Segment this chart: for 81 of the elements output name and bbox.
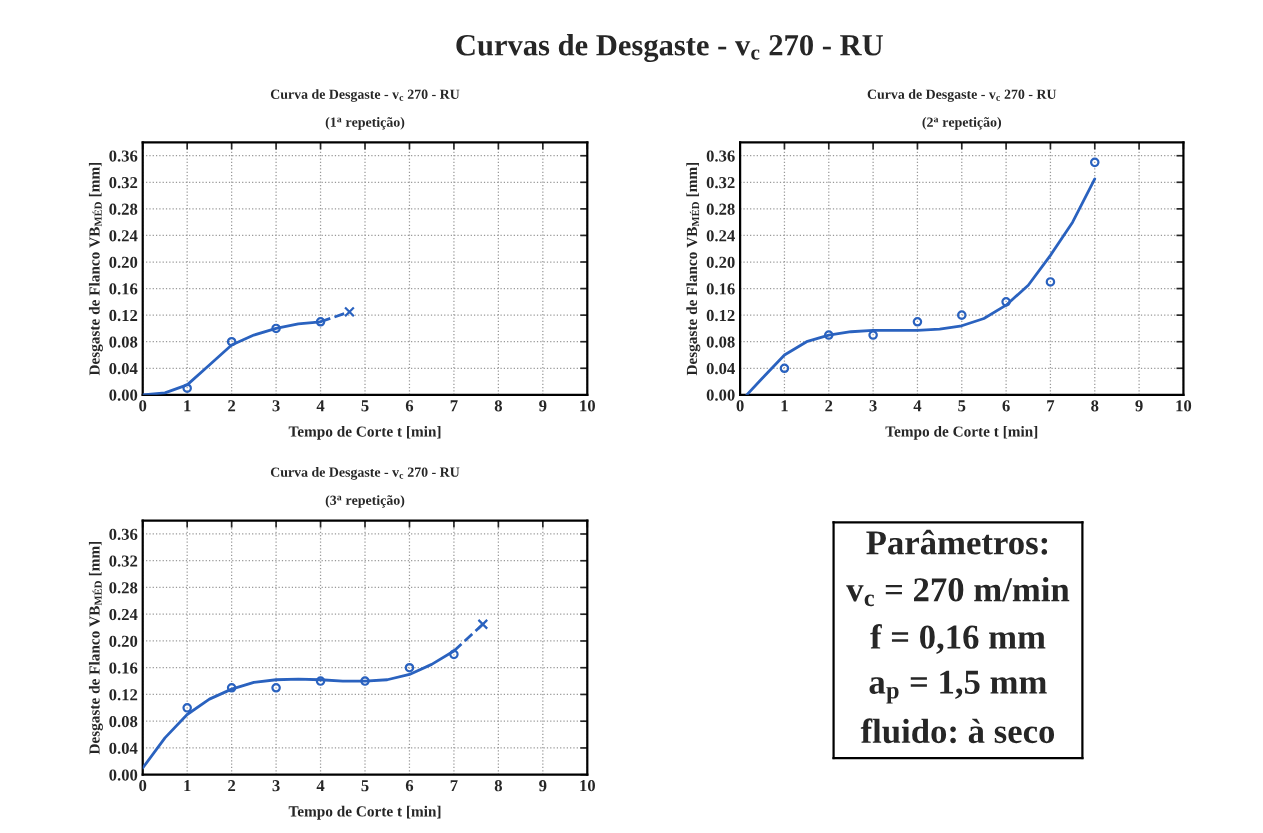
x-tick-label: 9 bbox=[1135, 400, 1143, 412]
y-tick-label: 0.08 bbox=[706, 336, 735, 348]
y-tick-label: 0.28 bbox=[109, 203, 138, 215]
chart-subtitle: (3$^{a}$ repetição) bbox=[325, 495, 405, 508]
x-tick-label: 7 bbox=[450, 400, 458, 412]
y-axis-title: Desgaste de Flanco VB$_{MÉD}$ [mm] bbox=[686, 162, 701, 376]
y-tick-label: 0.12 bbox=[706, 309, 735, 322]
y-tick-label: 0.32 bbox=[109, 176, 138, 189]
x-tick-label: 7 bbox=[450, 780, 458, 792]
y-tick-label: 0.20 bbox=[109, 635, 138, 647]
x-tick-label: 6 bbox=[1002, 400, 1010, 412]
x-tick-label: 3 bbox=[272, 400, 280, 412]
y-tick-label: 0.00 bbox=[706, 389, 735, 401]
x-tick-label: 10 bbox=[1176, 400, 1192, 412]
y-tick-label: 0.20 bbox=[706, 256, 735, 269]
x-tick-label: 0 bbox=[736, 400, 744, 412]
text: Parâmetros: bbox=[866, 529, 1048, 555]
y-tick-label: 0.32 bbox=[109, 555, 138, 567]
x-tick-label: 5 bbox=[361, 780, 369, 792]
x-tick-label: 9 bbox=[539, 780, 547, 792]
y-tick-label: 0.08 bbox=[109, 336, 138, 348]
y-tick-label: 0.24 bbox=[706, 230, 735, 242]
text: f = 0,16 mm bbox=[870, 624, 1046, 654]
y-tick-label: 0.04 bbox=[109, 362, 138, 375]
x-tick-label: 4 bbox=[316, 780, 325, 792]
y-tick-label: 0.16 bbox=[109, 283, 138, 295]
x-tick-label: 9 bbox=[539, 400, 547, 412]
x-tick-label: 3 bbox=[869, 400, 877, 412]
x-tick-label: 6 bbox=[405, 400, 414, 412]
text: fluido: à seco bbox=[860, 718, 1055, 744]
x-tick-label: 0 bbox=[139, 400, 147, 412]
x-tick-label: 2 bbox=[825, 400, 833, 412]
y-tick-label: 0.04 bbox=[109, 742, 138, 754]
chart-title: Curva de Desgaste - v$_{c}$ 270 - RU bbox=[270, 467, 460, 480]
y-tick-label: 0.28 bbox=[706, 203, 735, 215]
y-tick-label: 0.00 bbox=[109, 389, 138, 401]
chart-subtitle: (1$^{a}$ repetição) bbox=[325, 117, 405, 130]
x-tick-label: 8 bbox=[494, 780, 502, 792]
x-tick-label: 0 bbox=[139, 780, 147, 792]
text: v$_{c}$ = 270 m/min bbox=[846, 577, 1070, 607]
chart-title: Curva de Desgaste - v$_{c}$ 270 - RU bbox=[867, 89, 1057, 102]
y-tick-label: 0.12 bbox=[109, 689, 138, 701]
x-tick-label: 10 bbox=[580, 780, 595, 792]
y-tick-label: 0.36 bbox=[706, 150, 735, 162]
y-tick-label: 0.24 bbox=[109, 608, 138, 621]
x-axis-title: Tempo de Corte t [min] bbox=[885, 425, 1038, 440]
y-tick-label: 0.24 bbox=[109, 230, 138, 242]
x-tick-label: 4 bbox=[913, 400, 922, 412]
x-tick-label: 1 bbox=[781, 400, 788, 412]
y-tick-label: 0.16 bbox=[706, 283, 735, 295]
x-tick-label: 7 bbox=[1047, 400, 1055, 412]
chart-subtitle: (2$^{a}$ repetição) bbox=[922, 117, 1002, 130]
x-tick-label: 1 bbox=[184, 780, 191, 792]
y-tick-label: 0.36 bbox=[109, 528, 138, 541]
x-axis-title: Tempo de Corte t [min] bbox=[288, 425, 441, 440]
x-tick-label: 2 bbox=[228, 780, 236, 792]
y-tick-label: 0.36 bbox=[109, 150, 138, 162]
x-tick-label: 1 bbox=[184, 400, 191, 412]
x-tick-label: 6 bbox=[405, 780, 414, 792]
y-tick-label: 0.16 bbox=[109, 662, 138, 674]
x-tick-label: 3 bbox=[272, 780, 280, 792]
chart-title: Curva de Desgaste - v$_{c}$ 270 - RU bbox=[270, 89, 460, 102]
y-tick-label: 0.08 bbox=[109, 715, 138, 728]
y-tick-label: 0.12 bbox=[109, 309, 138, 322]
x-tick-label: 8 bbox=[494, 400, 502, 412]
text: a$_{p}$ = 1,5 mm bbox=[869, 670, 1047, 704]
x-tick-label: 2 bbox=[228, 400, 236, 412]
text: Curvas de Desgaste - v$_{c}$ 270 - RU bbox=[456, 34, 883, 63]
x-tick-label: 5 bbox=[958, 400, 966, 412]
y-tick-label: 0.32 bbox=[706, 176, 735, 189]
y-tick-label: 0.20 bbox=[109, 256, 138, 269]
y-tick-label: 0.28 bbox=[109, 582, 138, 594]
x-tick-label: 4 bbox=[316, 400, 325, 412]
x-tick-label: 10 bbox=[580, 400, 595, 412]
y-tick-label: 0.04 bbox=[706, 362, 735, 375]
x-tick-label: 5 bbox=[361, 400, 369, 412]
y-axis-title: Desgaste de Flanco VB$_{MÉD}$ [mm] bbox=[88, 541, 103, 755]
x-tick-label: 8 bbox=[1091, 400, 1099, 412]
y-tick-label: 0.00 bbox=[109, 769, 138, 781]
x-axis-title: Tempo de Corte t [min] bbox=[288, 805, 441, 820]
y-axis-title: Desgaste de Flanco VB$_{MÉD}$ [mm] bbox=[88, 162, 103, 376]
